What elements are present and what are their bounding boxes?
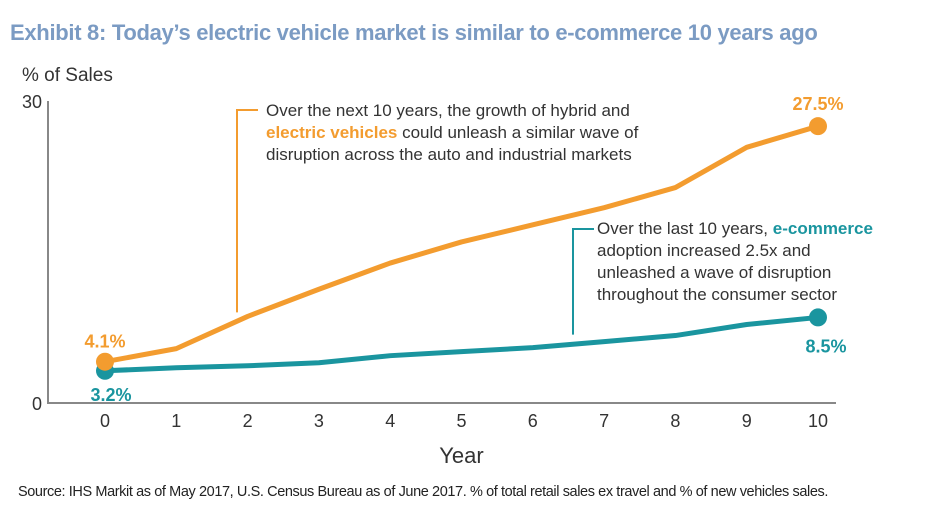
ev-start-point xyxy=(96,352,114,371)
ecommerce-series-line xyxy=(104,314,819,374)
ecommerce-annotation-prefix: Over the last 10 years, xyxy=(597,219,773,238)
ev-end-label: 27.5% xyxy=(792,94,843,114)
ev-highlight: electric vehicles xyxy=(266,123,398,142)
x-tick-label: 7 xyxy=(599,411,609,431)
ev-end-point xyxy=(809,117,827,136)
x-tick-label: 0 xyxy=(100,411,110,431)
ev-annotation-line2: electric vehicles could unleash a simila… xyxy=(266,122,638,144)
ecommerce-highlight: e-commerce xyxy=(772,219,873,238)
x-tick-label: 2 xyxy=(243,411,253,431)
x-tick-label: 4 xyxy=(385,411,395,431)
ev-annotation-leader xyxy=(236,109,258,313)
ecommerce-start-label: 3.2% xyxy=(90,385,131,405)
y-tick-label: 0 xyxy=(32,394,42,414)
ecommerce-annotation: Over the last 10 years, e-commerce adopt… xyxy=(597,218,873,306)
x-tick-label: 3 xyxy=(314,411,324,431)
ecommerce-annotation-line4: throughout the consumer sector xyxy=(597,285,838,304)
source-note: Source: IHS Markit as of May 2017, U.S. … xyxy=(18,484,828,500)
ecommerce-annotation-line3: unleashed a wave of disruption xyxy=(597,263,832,282)
ev-annotation-line1: Over the next 10 years, the growth of hy… xyxy=(266,101,630,120)
x-tick-label: 6 xyxy=(528,411,538,431)
ecommerce-annotation-leader xyxy=(572,228,594,335)
x-axis-label: Year xyxy=(439,443,483,468)
ecommerce-end-point xyxy=(809,308,827,327)
ev-annotation-line2-rest: could unleash a similar wave of xyxy=(397,123,639,142)
x-tick-label: 9 xyxy=(742,411,752,431)
ev-annotation: Over the next 10 years, the growth of hy… xyxy=(266,100,638,166)
chart-title: Exhibit 8: Today’s electric vehicle mark… xyxy=(10,20,818,45)
ev-series-line xyxy=(104,123,819,365)
y-tick-label: 30 xyxy=(22,92,42,112)
ecommerce-annotation-line2: adoption increased 2.5x and xyxy=(597,241,811,260)
x-tick-label: 1 xyxy=(171,411,181,431)
ecommerce-annotation-line1: Over the last 10 years, e-commerce xyxy=(597,218,873,240)
x-tick-label: 8 xyxy=(670,411,680,431)
ev-start-label: 4.1% xyxy=(84,332,125,352)
y-axis-label: % of Sales xyxy=(22,65,113,86)
ecommerce-end-label: 8.5% xyxy=(805,336,846,356)
x-tick-label: 10 xyxy=(808,411,828,431)
ev-annotation-line3: disruption across the auto and industria… xyxy=(266,145,632,164)
x-tick-label: 5 xyxy=(456,411,466,431)
